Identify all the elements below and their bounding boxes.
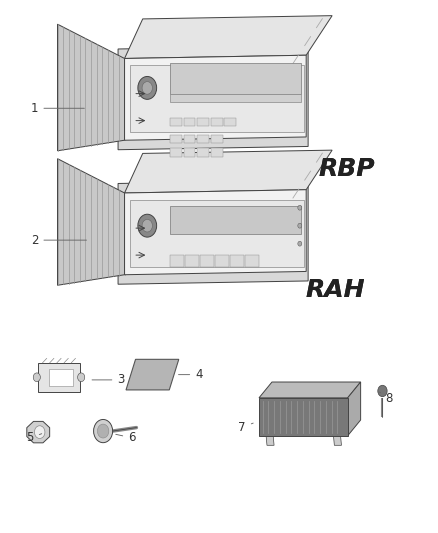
Polygon shape <box>124 150 332 193</box>
Polygon shape <box>170 206 301 234</box>
Circle shape <box>298 205 302 210</box>
Polygon shape <box>211 118 223 126</box>
Circle shape <box>78 373 85 382</box>
Text: RBP: RBP <box>318 157 375 181</box>
Text: 6: 6 <box>116 431 136 445</box>
Polygon shape <box>184 148 195 157</box>
Text: 7: 7 <box>238 421 253 434</box>
Polygon shape <box>170 148 182 157</box>
Text: 8: 8 <box>379 392 393 405</box>
Polygon shape <box>348 382 360 436</box>
Circle shape <box>378 385 387 397</box>
Text: RAH: RAH <box>305 278 365 302</box>
Polygon shape <box>185 255 199 266</box>
Text: 4: 4 <box>179 368 203 381</box>
Polygon shape <box>259 382 360 398</box>
Polygon shape <box>245 255 259 266</box>
Polygon shape <box>230 255 244 266</box>
Text: 5: 5 <box>27 431 42 445</box>
Circle shape <box>138 76 157 99</box>
Polygon shape <box>333 436 342 445</box>
Polygon shape <box>184 118 195 126</box>
Polygon shape <box>118 180 308 284</box>
Polygon shape <box>170 134 182 143</box>
Text: RAH: RAH <box>305 278 365 302</box>
Polygon shape <box>211 134 223 143</box>
Text: RBP: RBP <box>318 157 375 181</box>
Polygon shape <box>118 46 308 150</box>
Polygon shape <box>184 134 195 143</box>
Polygon shape <box>124 15 332 59</box>
Text: 2: 2 <box>31 233 86 247</box>
Polygon shape <box>57 159 124 285</box>
Polygon shape <box>197 148 209 157</box>
Polygon shape <box>170 94 301 102</box>
Polygon shape <box>266 436 274 445</box>
Polygon shape <box>197 134 209 143</box>
Circle shape <box>138 214 157 237</box>
Polygon shape <box>215 255 229 266</box>
Circle shape <box>142 82 152 94</box>
Text: 3: 3 <box>92 374 125 386</box>
Polygon shape <box>57 24 124 151</box>
Polygon shape <box>130 199 304 266</box>
Polygon shape <box>224 118 236 126</box>
Text: 1: 1 <box>31 102 85 115</box>
Circle shape <box>94 419 113 443</box>
Circle shape <box>97 424 109 438</box>
Polygon shape <box>170 255 184 266</box>
Polygon shape <box>49 368 74 386</box>
Circle shape <box>142 220 152 232</box>
Polygon shape <box>170 118 182 126</box>
Polygon shape <box>124 190 306 274</box>
Polygon shape <box>211 148 223 157</box>
Polygon shape <box>27 422 49 443</box>
Circle shape <box>33 373 40 382</box>
Circle shape <box>35 426 45 439</box>
Polygon shape <box>124 55 306 140</box>
Polygon shape <box>39 363 80 392</box>
Polygon shape <box>197 118 209 126</box>
Circle shape <box>298 241 302 246</box>
Polygon shape <box>126 359 179 390</box>
Polygon shape <box>200 255 214 266</box>
Polygon shape <box>259 398 348 436</box>
Polygon shape <box>170 63 301 94</box>
Circle shape <box>298 223 302 228</box>
Polygon shape <box>130 65 304 132</box>
